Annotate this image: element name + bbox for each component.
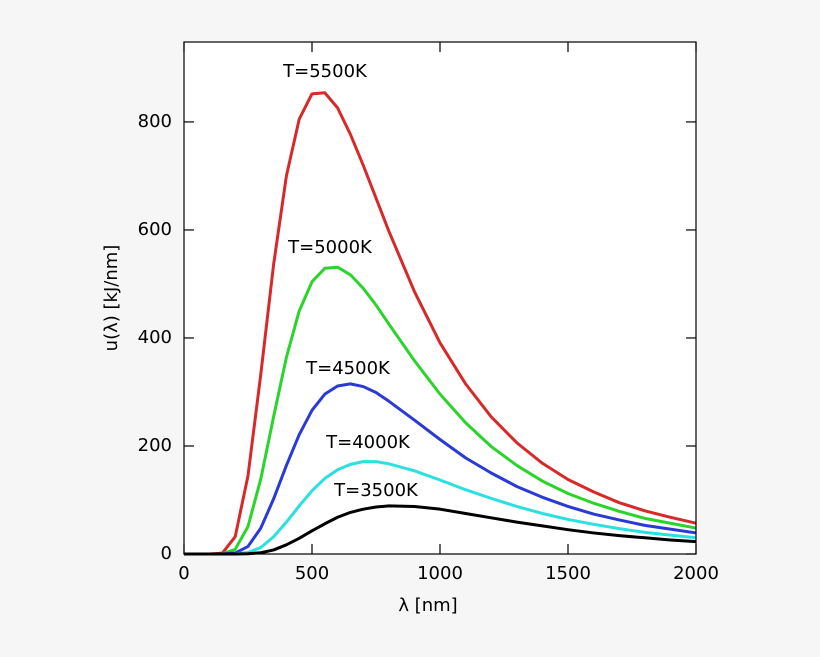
line [184, 504, 697, 556]
series-label: T=4500K [305, 358, 391, 379]
y-tick-label: 0 [161, 543, 172, 564]
y-axis-label: u(λ) [kJ/nm] [101, 245, 122, 352]
series-label: T=4000K [325, 432, 411, 453]
line [184, 265, 697, 556]
series-label: T=5500K [282, 61, 368, 82]
plot-frame [183, 41, 697, 555]
series-label: T=5000K [287, 237, 373, 258]
x-tick-label: 0 [178, 563, 189, 584]
line [184, 91, 697, 556]
series-label: T=3500K [333, 480, 419, 501]
line [184, 382, 697, 556]
x-tick-label: 1000 [417, 563, 463, 584]
x-axis-label: λ [nm] [398, 595, 457, 616]
y-tick-label: 400 [138, 327, 172, 348]
y-tick-label: 800 [138, 111, 172, 132]
y-tick-label: 600 [138, 219, 172, 240]
line [184, 460, 697, 556]
x-tick-label: 1500 [545, 563, 591, 584]
x-tick-label: 2000 [673, 563, 719, 584]
y-tick-label: 200 [138, 435, 172, 456]
x-tick-label: 500 [295, 563, 329, 584]
